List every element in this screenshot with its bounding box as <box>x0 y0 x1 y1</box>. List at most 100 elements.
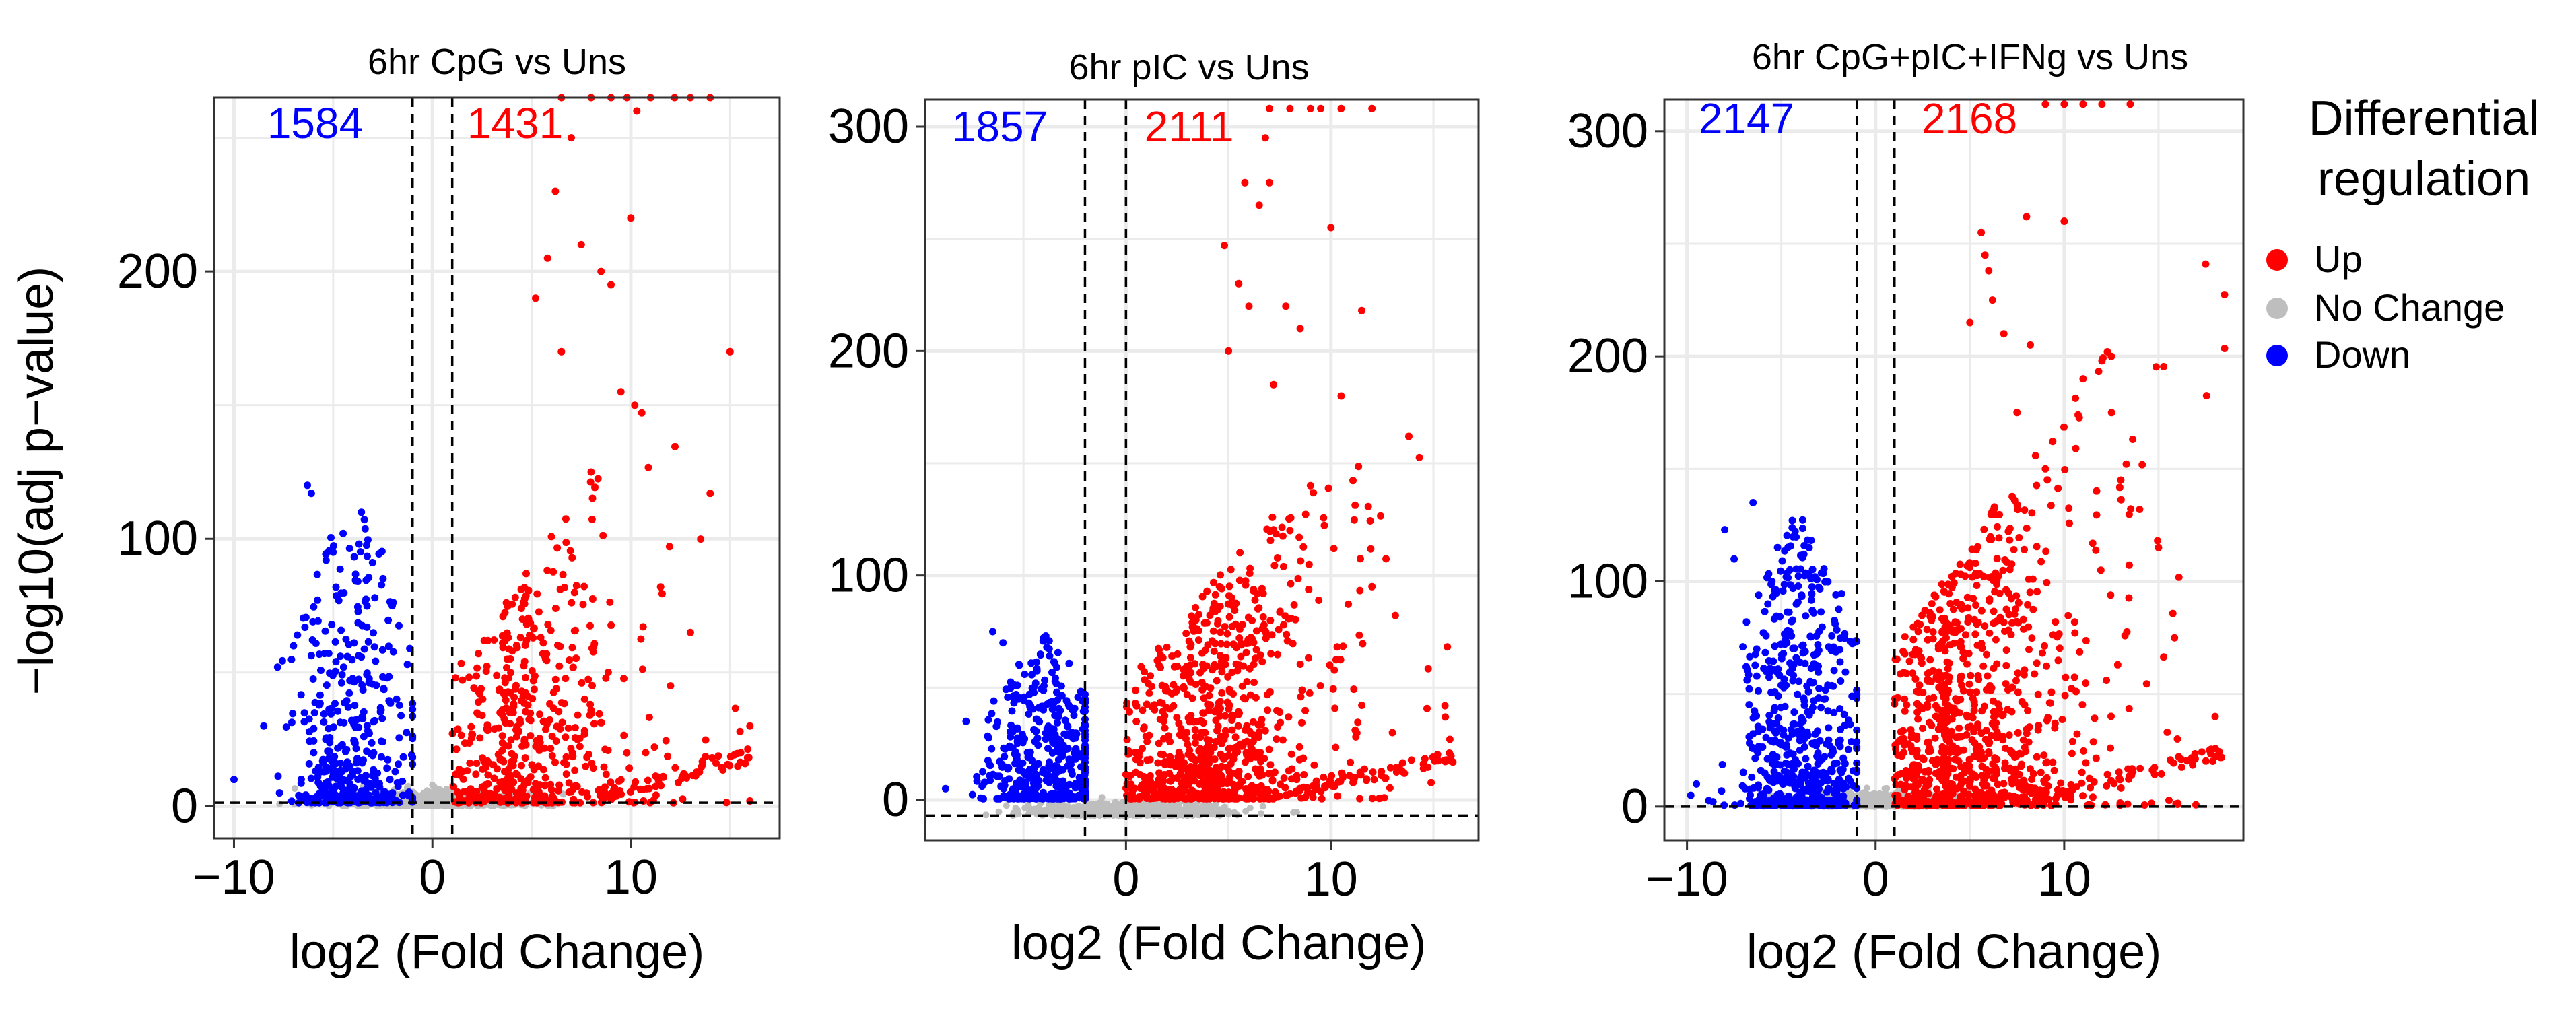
point-down <box>367 750 375 758</box>
point-down <box>350 553 358 561</box>
point-up <box>1288 765 1296 773</box>
point-up <box>1217 571 1225 579</box>
panel-2-count-down: 1857 <box>952 102 1048 151</box>
point-up <box>524 778 532 786</box>
point-up <box>562 515 570 523</box>
point-up <box>554 786 562 795</box>
point-up <box>1280 774 1288 782</box>
point-down <box>300 718 308 726</box>
point-down <box>1054 712 1062 720</box>
point-up <box>643 784 651 793</box>
panel-1-points <box>230 94 754 810</box>
point-up <box>607 621 615 629</box>
point-up <box>1330 545 1338 553</box>
point-up <box>535 608 543 616</box>
point-up <box>539 766 547 774</box>
point-up <box>1357 771 1365 779</box>
point-down <box>984 734 992 742</box>
point-up <box>1216 698 1224 706</box>
point-up <box>708 754 716 762</box>
point-up <box>1198 593 1207 601</box>
point-down <box>320 718 328 726</box>
y-tick-label: 100 <box>828 549 909 603</box>
point-up <box>1216 652 1224 660</box>
point-up <box>1227 566 1235 574</box>
point-up <box>1252 627 1260 635</box>
point-up <box>626 788 634 796</box>
point-down <box>1042 776 1050 784</box>
point-down <box>362 576 370 584</box>
point-up <box>1225 745 1233 753</box>
point-up <box>493 671 501 679</box>
point-up <box>601 745 609 753</box>
point-up <box>517 605 525 613</box>
point-up <box>588 494 597 502</box>
y-tick-label: 200 <box>117 244 198 298</box>
point-up <box>1156 772 1164 780</box>
point-up <box>1262 791 1269 799</box>
point-up <box>509 762 517 770</box>
point-up <box>1328 780 1336 788</box>
point-down <box>988 710 996 718</box>
point-up <box>1297 794 1306 802</box>
point-down <box>1050 736 1058 744</box>
point-up <box>1283 637 1291 645</box>
point-down <box>321 787 329 795</box>
point-up <box>1273 554 1281 562</box>
point-down <box>361 525 369 533</box>
point-down <box>366 780 374 788</box>
point-down <box>354 607 362 615</box>
point-up <box>1347 758 1355 766</box>
point-no-change <box>443 785 450 793</box>
point-no-change <box>403 803 410 810</box>
point-up <box>1324 484 1332 492</box>
point-down <box>384 642 393 650</box>
point-down <box>351 739 359 747</box>
point-down <box>345 793 353 801</box>
point-up <box>1306 689 1314 697</box>
point-up <box>540 717 548 725</box>
point-up <box>1202 791 1210 799</box>
point-up <box>1255 604 1263 612</box>
point-no-change <box>1075 805 1082 813</box>
point-up <box>1241 178 1249 187</box>
point-up <box>568 644 576 652</box>
point-up <box>465 739 473 747</box>
point-up <box>574 711 582 719</box>
point-no-change <box>1095 799 1103 807</box>
point-up <box>1446 735 1454 743</box>
point-up <box>1244 772 1252 780</box>
point-up <box>1315 597 1323 604</box>
point-up <box>1191 660 1199 668</box>
point-up <box>1210 647 1218 655</box>
point-up <box>1447 752 1455 760</box>
point-up <box>1282 302 1290 310</box>
point-up <box>1162 704 1170 712</box>
point-up <box>1155 739 1163 747</box>
point-up <box>1285 713 1293 721</box>
panel-2-plot-background <box>925 100 1479 840</box>
point-up <box>615 777 623 785</box>
point-up <box>483 662 491 670</box>
point-up <box>587 468 595 476</box>
point-up <box>623 749 631 757</box>
point-up <box>562 539 570 547</box>
point-up <box>1377 512 1385 520</box>
point-down <box>337 679 345 687</box>
point-up <box>1312 780 1320 788</box>
point-up <box>533 590 541 598</box>
point-down <box>364 638 372 646</box>
point-up <box>1225 705 1233 713</box>
point-up <box>516 634 524 642</box>
point-down <box>302 613 310 621</box>
point-up <box>567 745 575 753</box>
point-down <box>369 799 377 807</box>
point-down <box>1056 795 1064 803</box>
point-up <box>1273 650 1281 659</box>
point-no-change <box>1003 802 1010 809</box>
point-up <box>1358 306 1365 314</box>
point-up <box>480 797 488 805</box>
point-no-change <box>1164 805 1171 813</box>
point-no-change <box>429 781 436 788</box>
point-up <box>1240 694 1248 702</box>
